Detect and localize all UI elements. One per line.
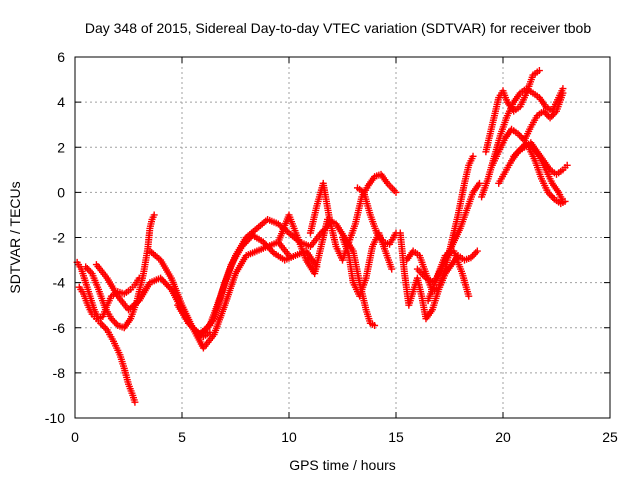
series-arc-12 xyxy=(396,229,481,323)
y-tick-label: -6 xyxy=(53,320,66,336)
plot-frame xyxy=(74,56,611,419)
y-tick-label: -4 xyxy=(53,275,66,291)
y-tick-label: 4 xyxy=(57,94,65,110)
x-tick-label: 15 xyxy=(388,429,404,445)
y-tick-label: -10 xyxy=(45,410,65,426)
series-arc-2 xyxy=(75,283,139,406)
series-arc-13 xyxy=(403,152,477,296)
data-points xyxy=(73,67,571,406)
x-tick-label: 20 xyxy=(495,429,511,445)
series-arc-8 xyxy=(274,211,379,329)
series-arc-15 xyxy=(424,247,473,305)
y-tick-label: 2 xyxy=(57,139,65,155)
axis-ticks: 0 5 10 15 20 25 -10 -8 -6 -4 -2 0 2 4 6 xyxy=(45,49,618,445)
series-arc-3 xyxy=(82,211,158,332)
y-axis-label: SDTVAR / TECUs xyxy=(7,181,23,293)
x-tick-label: 25 xyxy=(602,429,618,445)
y-tick-label: -2 xyxy=(53,230,66,246)
y-tick-label: 0 xyxy=(57,184,65,200)
x-axis-label: GPS time / hours xyxy=(289,457,396,473)
x-tick-label: 0 xyxy=(71,429,79,445)
series-arc-11 xyxy=(353,184,400,248)
chart-title: Day 348 of 2015, Sidereal Day-to-day VTE… xyxy=(85,20,592,36)
series-arc-6 xyxy=(174,231,321,339)
series-arc-21 xyxy=(525,143,569,208)
x-tick-label: 5 xyxy=(178,429,186,445)
series-arc-10 xyxy=(339,229,396,300)
y-tick-label: -8 xyxy=(53,365,66,381)
x-tick-label: 10 xyxy=(281,429,297,445)
series-arc-18 xyxy=(488,89,567,169)
y-tick-label: 6 xyxy=(57,49,65,65)
